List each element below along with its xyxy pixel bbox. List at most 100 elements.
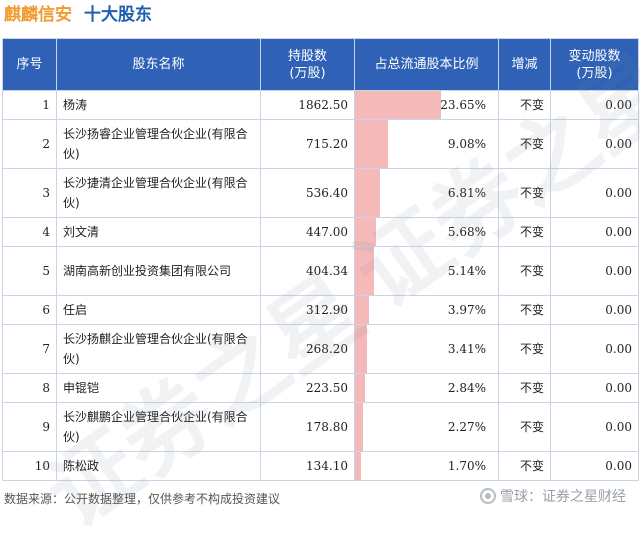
row-index: 9: [2, 402, 57, 452]
row-ratio: 2.27%: [354, 402, 499, 452]
row-index: 3: [2, 168, 57, 218]
row-ratio: 6.81%: [354, 168, 499, 218]
row-shares: 223.50: [260, 373, 355, 403]
row-change: 0.00: [550, 168, 639, 218]
header-name: 股东名称: [56, 38, 261, 91]
row-holder-name: 陈松政: [56, 451, 261, 481]
row-change: 0.00: [550, 217, 639, 247]
ratio-value: 9.08%: [447, 137, 486, 151]
ratio-bar: [355, 296, 370, 324]
ratio-bar: [355, 325, 368, 373]
ratio-value: 3.97%: [447, 303, 486, 317]
company-name: 麒麟信安: [4, 5, 72, 25]
table-row: 1 杨涛 1862.50 23.65% 不变 0.00: [2, 90, 639, 120]
table-row: 6 任启 312.90 3.97% 不变 0.00: [2, 295, 639, 325]
row-index: 6: [2, 295, 57, 325]
title-subtitle: 十大股东: [84, 5, 152, 25]
row-holder-name: 杨涛: [56, 90, 261, 120]
row-change-type: 不变: [498, 90, 551, 120]
row-ratio: 1.70%: [354, 451, 499, 481]
row-index: 8: [2, 373, 57, 403]
table-body: 1 杨涛 1862.50 23.65% 不变 0.00 2 长沙扬睿企业管理合伙企业(有限合伙…: [2, 90, 639, 481]
row-shares: 312.90: [260, 295, 355, 325]
ratio-value: 5.14%: [447, 264, 486, 278]
row-index: 2: [2, 119, 57, 169]
row-holder-name: 长沙捷清企业管理合伙企业(有限合伙): [56, 168, 261, 218]
table-row: 2 长沙扬睿企业管理合伙企业(有限合伙) 715.20 9.08% 不变 0.00: [2, 119, 639, 169]
row-change-type: 不变: [498, 168, 551, 218]
row-shares: 178.80: [260, 402, 355, 452]
row-index: 5: [2, 246, 57, 296]
row-holder-name: 任启: [56, 295, 261, 325]
row-ratio: 3.97%: [354, 295, 499, 325]
row-index: 1: [2, 90, 57, 120]
row-change-type: 不变: [498, 324, 551, 374]
row-change-type: 不变: [498, 295, 551, 325]
row-change-type: 不变: [498, 246, 551, 296]
row-holder-name: 刘文清: [56, 217, 261, 247]
row-index: 10: [2, 451, 57, 481]
header-shares: 持股数 (万股): [260, 38, 355, 91]
row-change: 0.00: [550, 373, 639, 403]
ratio-bar: [355, 169, 380, 217]
ratio-value: 6.81%: [447, 186, 486, 200]
row-ratio: 3.41%: [354, 324, 499, 374]
row-holder-name: 申锟铠: [56, 373, 261, 403]
header-ratio: 占总流通股本比例: [354, 38, 499, 91]
row-change-type: 不变: [498, 402, 551, 452]
row-ratio: 23.65%: [354, 90, 499, 120]
ratio-bar: [355, 91, 441, 119]
ratio-bar: [355, 120, 388, 168]
header-index: 序号: [2, 38, 57, 91]
row-holder-name: 长沙麒鹏企业管理合伙企业(有限合伙): [56, 402, 261, 452]
row-change: 0.00: [550, 246, 639, 296]
ratio-bar: [355, 403, 364, 451]
row-holder-name: 湖南高新创业投资集团有限公司: [56, 246, 261, 296]
row-ratio: 2.84%: [354, 373, 499, 403]
row-index: 7: [2, 324, 57, 374]
row-change: 0.00: [550, 451, 639, 481]
row-change: 0.00: [550, 402, 639, 452]
header-change-label: 变动股数 (万股): [568, 48, 621, 81]
snowball-icon: [480, 488, 496, 504]
row-shares: 1862.50: [260, 90, 355, 120]
row-shares: 268.20: [260, 324, 355, 374]
row-shares: 404.34: [260, 246, 355, 296]
row-ratio: 5.68%: [354, 217, 499, 247]
table-row: 4 刘文清 447.00 5.68% 不变 0.00: [2, 217, 639, 247]
row-change-type: 不变: [498, 373, 551, 403]
header-change: 变动股数 (万股): [550, 38, 639, 91]
data-source-note: 数据来源：公开数据整理，仅供参考不构成投资建议: [4, 492, 281, 506]
table-row: 5 湖南高新创业投资集团有限公司 404.34 5.14% 不变 0.00: [2, 246, 639, 296]
table-row: 8 申锟铠 223.50 2.84% 不变 0.00: [2, 373, 639, 403]
ratio-bar: [355, 218, 376, 246]
ratio-bar: [355, 452, 362, 480]
ratio-bar: [355, 374, 366, 402]
ratio-value: 5.68%: [447, 225, 486, 239]
row-change-type: 不变: [498, 217, 551, 247]
row-holder-name: 长沙扬睿企业管理合伙企业(有限合伙): [56, 119, 261, 169]
header-shares-label: 持股数 (万股): [287, 48, 327, 81]
ratio-value: 23.65%: [440, 98, 486, 112]
row-holder-name: 长沙扬麒企业管理合伙企业(有限合伙): [56, 324, 261, 374]
row-ratio: 5.14%: [354, 246, 499, 296]
row-change: 0.00: [550, 324, 639, 374]
ratio-value: 3.41%: [447, 342, 486, 356]
row-change: 0.00: [550, 119, 639, 169]
header-change-type: 增减: [498, 38, 551, 91]
row-change: 0.00: [550, 295, 639, 325]
row-ratio: 9.08%: [354, 119, 499, 169]
row-index: 4: [2, 217, 57, 247]
ratio-value: 2.27%: [447, 420, 486, 434]
table-header-row: 序号 股东名称 持股数 (万股) 占总流通股本比例 增减 变动股数 (万股): [2, 38, 639, 91]
ratio-bar: [355, 247, 374, 295]
ratio-value: 2.84%: [447, 381, 486, 395]
page-title: 麒麟信安 十大股东: [4, 3, 152, 27]
row-shares: 134.10: [260, 451, 355, 481]
row-change-type: 不变: [498, 119, 551, 169]
shareholders-table: 序号 股东名称 持股数 (万股) 占总流通股本比例 增减 变动股数 (万股) 1…: [2, 38, 639, 481]
row-change-type: 不变: [498, 451, 551, 481]
brand-footer: 雪球：证券之星财经: [480, 486, 626, 506]
table-row: 9 长沙麒鹏企业管理合伙企业(有限合伙) 178.80 2.27% 不变 0.00: [2, 402, 639, 452]
table-row: 3 长沙捷清企业管理合伙企业(有限合伙) 536.40 6.81% 不变 0.00: [2, 168, 639, 218]
